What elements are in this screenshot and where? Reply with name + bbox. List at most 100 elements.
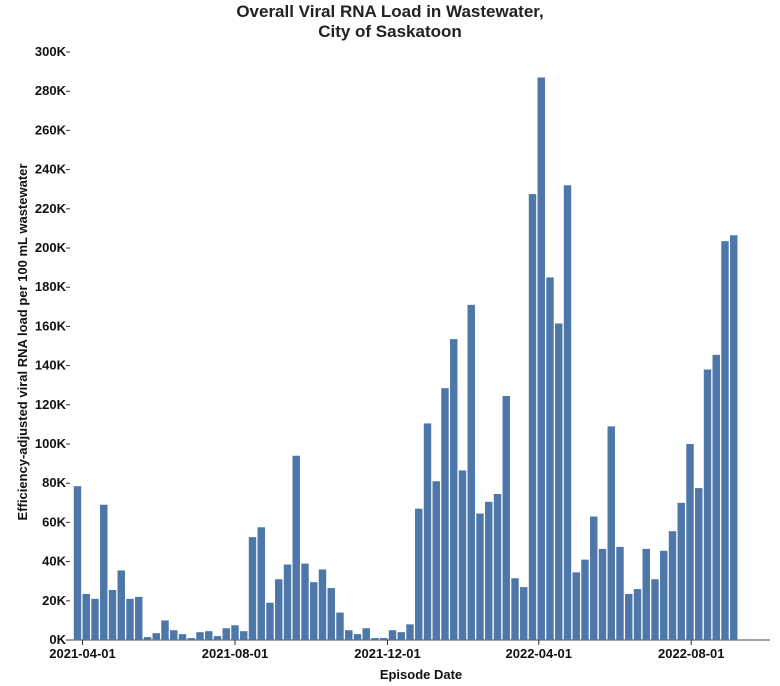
bar [668,531,677,640]
bar [598,548,607,640]
y-tick-label: 260K [35,122,67,137]
bar [712,354,720,640]
bar [572,572,580,640]
bar [240,631,248,640]
y-tick-label: 240K [35,162,67,177]
bars [73,77,738,641]
bar [406,624,414,640]
x-tick-label: 2021-08-01 [202,646,269,661]
bar [100,504,108,640]
y-tick-label: 300K [35,44,67,59]
bar [607,426,615,640]
bar [345,630,353,640]
bar [485,501,493,640]
bar [563,185,572,640]
bar [423,423,432,640]
bar [660,550,668,640]
chart-title-line-2: City of Saskatoon [318,22,462,41]
y-tick-label: 40K [42,554,66,569]
bar [546,277,554,640]
bar [292,455,300,640]
bar [502,395,510,640]
bar [318,569,327,640]
bar [213,636,222,640]
y-axis-label: Efficiency-adjusted viral RNA load per 1… [15,164,30,521]
y-tick-label: 280K [35,83,67,98]
bar [161,620,169,640]
bar [152,633,160,640]
bar [528,194,537,640]
bar [450,339,458,640]
bar [493,493,502,640]
bar [590,516,598,640]
bar [257,527,265,640]
bar [388,630,397,640]
bar [415,508,423,640]
bar [353,634,362,640]
bar [222,628,230,640]
bar [397,632,405,640]
bar [82,593,90,640]
bar [476,513,484,640]
bar [520,587,528,640]
bar [371,638,379,640]
bar [555,323,563,640]
bar [117,570,125,640]
x-tick-label: 2021-04-01 [49,646,116,661]
x-tick-label: 2022-04-01 [506,646,573,661]
bar [91,598,99,640]
bar [187,638,195,640]
x-axis-label: Episode Date [380,667,462,682]
y-tick-label: 20K [42,593,66,608]
bar [616,546,624,640]
bar [196,632,204,640]
bar [458,470,467,640]
bar [695,488,703,640]
bar [703,369,712,640]
bar [642,548,650,640]
bar [301,563,309,640]
bar [432,481,440,640]
bar [651,579,659,640]
bar [336,612,344,640]
y-tick-label: 60K [42,514,66,529]
bar [283,564,292,640]
bar [178,634,187,640]
y-tick-label: 140K [35,358,67,373]
bar [170,630,178,640]
y-tick-label: 120K [35,397,67,412]
bar [143,637,152,640]
bar [231,625,239,640]
bar [730,235,738,640]
x-tick-label: 2022-08-01 [658,646,725,661]
bar [205,631,213,640]
bar [581,559,589,640]
bar [677,502,685,640]
bar [310,582,318,640]
x-tick-label: 2021-12-01 [354,646,421,661]
y-tick-label: 160K [35,318,67,333]
y-tick-label: 200K [35,240,67,255]
chart-title-line-1: Overall Viral RNA Load in Wastewater, [236,2,543,21]
bar [135,596,143,640]
bar [467,304,475,640]
bar [362,628,370,640]
bar [633,589,642,640]
y-axis: 0K 20K 40K 60K 80K 100K 120K 140K 160K 180K 200K 22… [35,44,70,647]
bar [126,598,134,640]
x-axis: 2021-04-01 2021-08-01 2021-12-01 2022-04-01… [49,639,770,661]
bar [73,486,82,640]
y-tick-label: 80K [42,475,66,490]
y-tick-label: 0K [49,632,66,647]
bar [266,602,274,640]
bar [537,77,545,641]
y-tick-label: 100K [35,436,67,451]
bar [686,444,694,640]
bar [380,638,388,640]
bar [625,593,633,640]
bar [327,588,335,640]
bar [108,590,117,640]
y-tick-label: 180K [35,279,67,294]
